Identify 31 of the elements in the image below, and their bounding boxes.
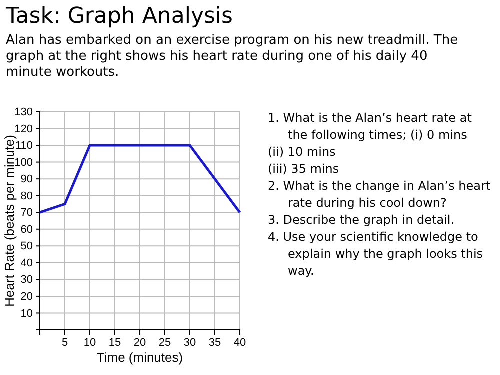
text: (ii) 10 mins (268, 144, 337, 161)
chart-subtitle: Alan has embarked on an exercise program on his new treadmill. The graph at the right shows his heart rate during one of his daily 40 minute workouts. (6, 33, 460, 81)
y-tick-label: 80 (20, 190, 33, 202)
x-tick-label: 10 (84, 336, 96, 349)
x-tick-label: 35 (208, 336, 222, 349)
text: 4. Use your scientific knowledge to explain why the graph looks this way. (268, 229, 484, 280)
y-tick-label: 50 (20, 240, 33, 253)
x-tick-label: 40 (234, 336, 246, 349)
y-axis-title: Heart Rate (beats per minute) (2, 135, 17, 307)
x-tick-label: 25 (158, 336, 172, 349)
text: 2. What is the change in Alan’s heart rate during his cool down? (268, 178, 492, 212)
y-tick-label: 20 (20, 290, 33, 303)
chart-title: Task: Graph Analysis (6, 4, 234, 29)
y-tick-label: 130 (14, 106, 33, 119)
y-tick-label: 10 (20, 308, 33, 320)
y-tick-label: 60 (20, 224, 33, 236)
y-tick-label: 90 (20, 174, 33, 186)
text: (iii) 35 mins (268, 161, 340, 178)
x-tick-label: 30 (184, 336, 196, 349)
y-tick-label: 110 (15, 140, 33, 152)
y-tick-label: 30 (20, 274, 33, 286)
x-axis-title: Time (minutes) (96, 350, 184, 365)
x-tick-label: 15 (108, 336, 122, 349)
x-tick-label: 20 (134, 336, 146, 349)
text: 3. Describe the graph in detail. (268, 212, 456, 229)
y-tick-label: 120 (14, 123, 33, 136)
y-tick-label: 40 (20, 257, 33, 270)
y-tick-label: 70 (20, 207, 33, 220)
x-tick-label: 5 (62, 336, 68, 349)
y-tick-label: 100 (14, 156, 33, 169)
text: 1. What is the Alan’s heart rate at the following times; (i) 0 mins (268, 110, 473, 144)
